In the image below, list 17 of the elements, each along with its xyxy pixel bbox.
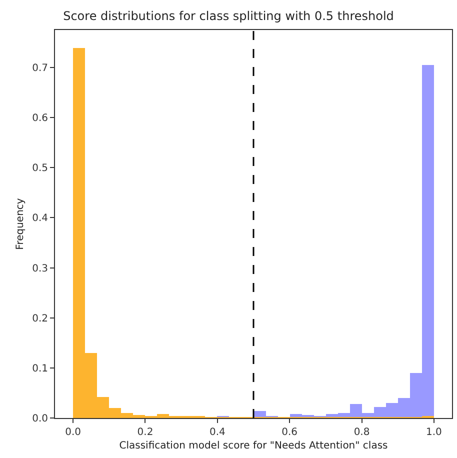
x-tick-label: 0.2 bbox=[137, 427, 154, 438]
x-axis-title: Classification model score for "Needs Attention" class bbox=[119, 440, 388, 452]
y-tick-label: 0.0 bbox=[32, 414, 48, 424]
x-tick-label: 0.6 bbox=[282, 427, 298, 438]
y-axis-title: Frequency bbox=[15, 198, 26, 250]
y-tick-label: 0.5 bbox=[32, 163, 48, 174]
x-tick-label: 0.4 bbox=[209, 427, 226, 438]
y-tick-label: 0.4 bbox=[32, 213, 48, 224]
y-tick-label: 0.3 bbox=[32, 263, 48, 274]
x-tick-label: 1.0 bbox=[426, 427, 442, 438]
y-tick-label: 0.7 bbox=[32, 63, 48, 74]
x-tick-label: 0.8 bbox=[354, 427, 370, 438]
y-tick-label: 0.1 bbox=[32, 363, 48, 374]
x-tick-label: 0.0 bbox=[65, 427, 82, 438]
chart-title: Score distributions for class splitting with 0.5 threshold bbox=[63, 8, 394, 23]
y-tick-label: 0.2 bbox=[32, 313, 48, 324]
y-tick-label: 0.6 bbox=[32, 113, 48, 124]
